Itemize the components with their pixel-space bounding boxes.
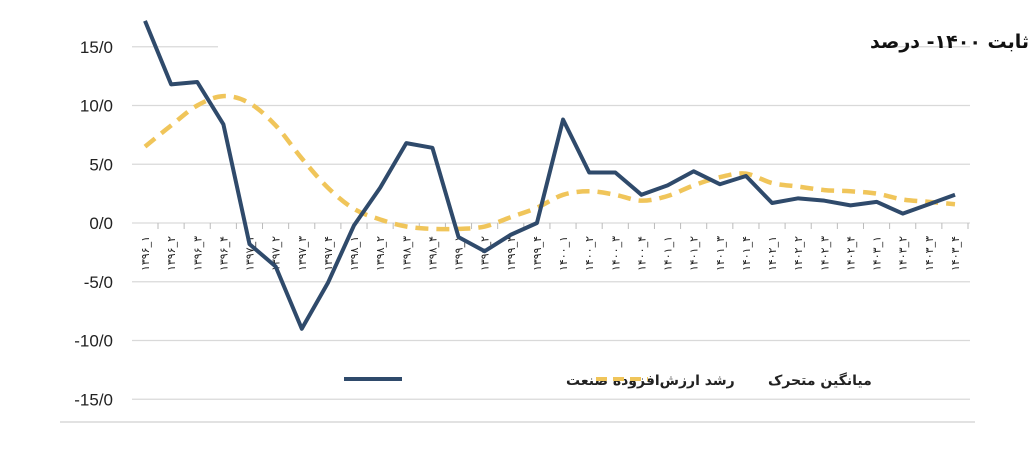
x-tick-label: ۱۳۹۹_۲ xyxy=(479,236,492,271)
x-tick-label: ۱۳۹۸_۱ xyxy=(348,236,361,271)
x-tick-label: ۱۳۹۹_۳ xyxy=(505,236,518,271)
x-tick-label: ۱۴۰۰_۳ xyxy=(609,236,622,271)
chart-title: نمودار رشد ارزش‌افزوده بخش صنعت به قیمت‌… xyxy=(870,31,1031,53)
x-tick-label: ۱۴۰۳_۴ xyxy=(949,236,962,271)
legend-label-industry-growth: رشد ارزش‌افزوده صنعت xyxy=(566,373,735,389)
x-tick-label: ۱۳۹۸_۲ xyxy=(374,236,387,271)
x-tick-label: ۱۳۹۸_۴ xyxy=(426,236,439,271)
y-tick-label: 5/0 xyxy=(89,155,113,174)
x-tick-label: ۱۴۰۲_۴ xyxy=(844,236,857,271)
x-tick-label: ۱۳۹۶_۴ xyxy=(217,236,230,271)
y-tick-label: -10/0 xyxy=(74,332,113,351)
x-tick-label: ۱۴۰۰_۱ xyxy=(557,236,570,271)
x-tick-label: ۱۴۰۱_۲ xyxy=(688,236,701,271)
x-tick-label: ۱۴۰۳_۱ xyxy=(871,236,884,271)
x-tick-label: ۱۴۰۱_۳ xyxy=(714,236,727,271)
legend: رشد ارزش‌افزوده صنعت میانگین متحرک xyxy=(344,372,872,389)
series-line-moving-average xyxy=(143,93,956,232)
x-tick-label: ۱۳۹۹_۴ xyxy=(531,236,544,271)
x-tick-label: ۱۳۹۷_۴ xyxy=(322,236,335,271)
x-tick-label: ۱۳۹۷_۳ xyxy=(296,236,309,271)
x-tick-label: ۱۴۰۱_۴ xyxy=(740,236,753,271)
x-tick-label: ۱۳۹۶_۲ xyxy=(165,236,178,271)
x-tick-label: ۱۳۹۹_۱ xyxy=(453,236,466,271)
gridlines xyxy=(132,46,970,400)
x-tick-label: ۱۴۰۲_۳ xyxy=(818,236,831,271)
x-tick-label: ۱۴۰۲_۱ xyxy=(766,236,779,271)
x-tick-label: ۱۴۰۳_۲ xyxy=(897,236,910,271)
series-line-industry-growth xyxy=(143,20,956,331)
y-tick-label: 10/0 xyxy=(80,97,113,116)
x-tick-label: ۱۳۹۶_۳ xyxy=(191,236,204,271)
x-tick-label: ۱۳۹۶_۱ xyxy=(139,236,152,271)
y-tick-label: -5/0 xyxy=(84,273,113,292)
x-tick-label: ۱۴۰۳_۳ xyxy=(923,236,936,271)
x-tick-label: ۱۳۹۸_۳ xyxy=(400,236,413,271)
series-lines xyxy=(143,20,956,331)
y-axis-ticks: 15/0 10/0 5/0 0/0 -5/0 -10/0 -15/0 xyxy=(74,38,113,410)
x-axis-ticks: ۱۳۹۶_۱ ۱۳۹۶_۲ ۱۳۹۶_۳ ۱۳۹۶_۴ ۱۳۹۷_۱ ۱۳۹۷_۲ ۱۳۹۷… xyxy=(139,223,969,271)
y-tick-label: 0/0 xyxy=(89,214,113,233)
x-tick-label: ۱۴۰۲_۲ xyxy=(792,236,805,271)
x-tick-label: ۱۴۰۱_۱ xyxy=(662,236,675,271)
legend-label-moving-average: میانگین متحرک xyxy=(768,372,872,389)
x-tick-label: ۱۴۰۰_۲ xyxy=(583,236,596,271)
y-tick-label: -15/0 xyxy=(74,390,113,409)
y-tick-label: 15/0 xyxy=(80,38,113,57)
title-background xyxy=(218,24,888,60)
x-tick-label: ۱۴۰۰_۴ xyxy=(635,236,648,271)
